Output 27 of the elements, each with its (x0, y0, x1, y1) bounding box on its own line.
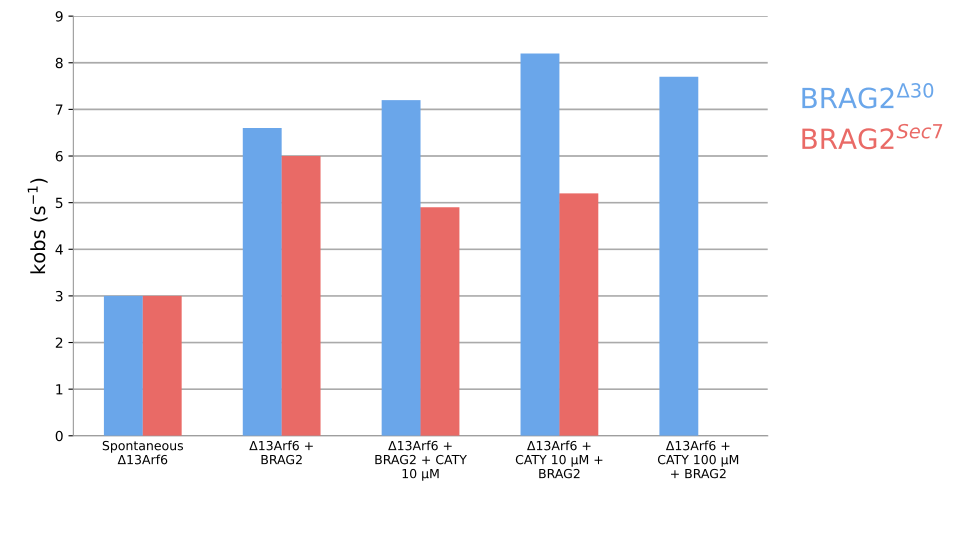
text: BRAG2$^{Sec7}$ (802, 124, 942, 150)
bar (142, 296, 182, 436)
x-tick-label: Spontaneous Δ13Arf6 (102, 440, 184, 464)
y-tick-label: 6 (56, 150, 63, 162)
x-tick-label: Δ13Arf6 + BRAG2 (249, 440, 313, 464)
bar (104, 296, 143, 436)
bar (420, 207, 460, 436)
y-tick-label: 5 (56, 198, 62, 208)
y-tick-label: 2 (56, 337, 62, 348)
bar (520, 53, 560, 436)
y-tick-label: 7 (56, 104, 62, 115)
y-tick-label: 0 (56, 430, 63, 442)
x-tick-label: Δ13Arf6 + CATY 100 μM + BRAG2 (658, 440, 738, 478)
y-axis-title: kobs (s$^{−1}$) (28, 178, 48, 274)
bar (382, 100, 421, 436)
bar (242, 128, 282, 436)
y-tick-label: 3 (56, 290, 63, 302)
text: BRAG2$^{Δ30}$ (802, 83, 934, 109)
bar (282, 156, 321, 436)
y-tick-label: 9 (56, 11, 63, 22)
x-tick-label: Δ13Arf6 + CATY 10 μM + BRAG2 (516, 440, 602, 478)
bar (659, 76, 698, 436)
y-tick-label: 8 (56, 58, 63, 68)
y-tick-label: 1 (56, 384, 62, 394)
y-tick-label: 4 (55, 244, 63, 255)
bar (559, 193, 598, 436)
x-tick-label: Δ13Arf6 + BRAG2 + CATY 10 μM (375, 440, 467, 481)
